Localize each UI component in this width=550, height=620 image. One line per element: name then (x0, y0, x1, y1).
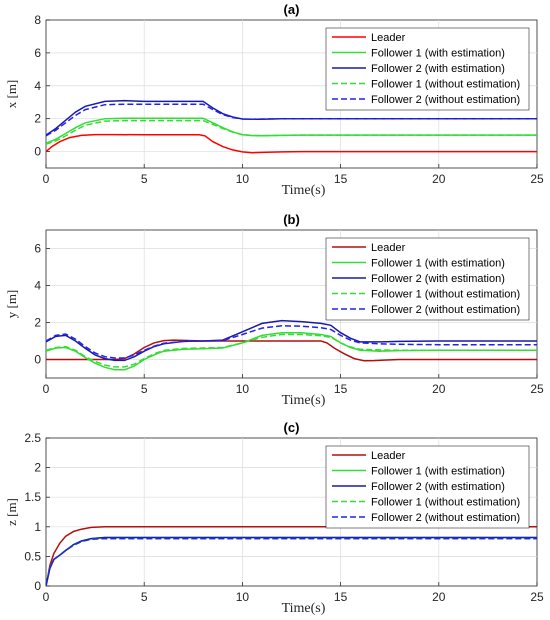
legend-entry-4: Follower 1 (without estimation) (371, 497, 520, 509)
y-tick-label: 4 (34, 279, 41, 293)
legend-box (325, 237, 530, 321)
x-tick-label: 15 (334, 172, 348, 186)
series-line-5 (46, 103, 537, 137)
chart-title: (a) (284, 2, 300, 17)
x-tick-label: 25 (530, 382, 544, 396)
y-axis-label: y [m] (4, 290, 19, 319)
y-tick-label: 8 (34, 13, 41, 27)
series-group (46, 526, 537, 586)
legend-entry-5: Follower 2 (without estimation) (371, 304, 520, 316)
x-tick-label: 20 (432, 172, 446, 186)
y-axis-label: z [m] (4, 498, 19, 526)
chart-panel-2: 0 5 10 15 20 25 0 2 4 6 (b) Time(s) y [m] Leader Follo… (4, 212, 544, 408)
chart-panel-3: 0 5 10 15 20 25 0 0.5 1 1.5 2 2.5 (c) Time(s) z [m] Lea… (4, 420, 544, 616)
legend-entry-5: Follower 2 (without estimation) (371, 512, 520, 524)
x-axis-label: Time(s) (282, 393, 326, 408)
x-tick-label: 0 (43, 590, 50, 604)
x-tick-label: 10 (236, 172, 250, 186)
series-line-1 (46, 526, 537, 586)
series-line-4 (46, 333, 537, 368)
y-tick-label: 2 (34, 316, 41, 330)
x-tick-label: 15 (334, 590, 348, 604)
chart-title: (b) (283, 212, 300, 227)
legend: Leader Follower 1 (with estimation) Follow… (325, 27, 530, 111)
legend-box (325, 27, 530, 111)
legend-entry-2: Follower 1 (with estimation) (371, 466, 505, 478)
series-line-3 (46, 536, 537, 586)
series-line-1 (46, 339, 537, 362)
y-axis-label: x [m] (4, 80, 19, 109)
x-tick-label: 15 (334, 382, 348, 396)
series-group (46, 99, 537, 154)
series-line-1 (46, 133, 537, 154)
y-tick-label: 0 (34, 579, 41, 593)
x-tick-label: 0 (43, 172, 50, 186)
legend: Leader Follower 1 (with estimation) Follow… (325, 445, 530, 529)
x-axis-label: Time(s) (282, 601, 326, 616)
x-tick-label: 25 (530, 590, 544, 604)
x-tick-label: 25 (530, 172, 544, 186)
y-tick-label: 2 (34, 461, 41, 475)
y-tick-label: 0 (34, 145, 41, 159)
x-tick-label: 5 (141, 172, 148, 186)
y-tick-label: 0.5 (24, 549, 41, 563)
y-tick-label: 6 (34, 242, 41, 256)
x-tick-label: 5 (141, 590, 148, 604)
legend-entry-5: Follower 2 (without estimation) (371, 94, 520, 106)
series-line-5 (46, 325, 537, 359)
series-line-5 (46, 537, 537, 586)
legend-entry-2: Follower 1 (with estimation) (371, 48, 505, 60)
legend: Leader Follower 1 (with estimation) Follow… (325, 237, 530, 321)
y-tick-label: 6 (34, 46, 41, 60)
legend-entry-1: Leader (371, 32, 406, 44)
series-line-4 (46, 119, 537, 145)
legend-entry-1: Leader (371, 242, 406, 254)
x-axis-label: Time(s) (282, 183, 326, 198)
y-tick-label: 2 (34, 112, 41, 126)
x-tick-label: 5 (141, 382, 148, 396)
legend-entry-4: Follower 1 (without estimation) (371, 289, 520, 301)
y-tick-label: 1.5 (24, 490, 41, 504)
x-tick-label: 20 (432, 590, 446, 604)
y-tick-label: 2.5 (24, 431, 41, 445)
chart-panel-1: 0 5 10 15 20 25 0 2 4 6 8 (a) Time(s) x [m] Leader Foll… (4, 2, 544, 198)
x-tick-label: 0 (43, 382, 50, 396)
y-tick-label: 1 (34, 520, 41, 534)
x-tick-label: 10 (236, 382, 250, 396)
legend-entry-2: Follower 1 (with estimation) (371, 258, 505, 270)
x-tick-label: 20 (432, 382, 446, 396)
chart-title: (c) (284, 420, 300, 435)
legend-entry-4: Follower 1 (without estimation) (371, 79, 520, 91)
legend-entry-3: Follower 2 (with estimation) (371, 273, 505, 285)
series-group (46, 319, 537, 371)
y-tick-label: 0 (34, 353, 41, 367)
y-tick-label: 4 (34, 79, 41, 93)
legend-box (325, 445, 530, 529)
x-tick-label: 10 (236, 590, 250, 604)
legend-entry-3: Follower 2 (with estimation) (371, 63, 505, 75)
legend-entry-1: Leader (371, 450, 406, 462)
legend-entry-3: Follower 2 (with estimation) (371, 481, 505, 493)
